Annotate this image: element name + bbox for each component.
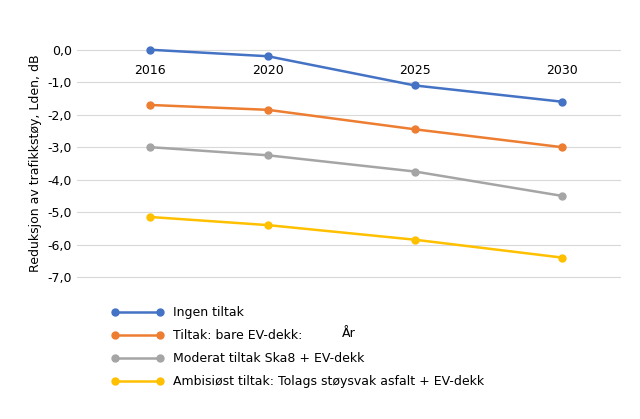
Ingen tiltak [558,99,566,104]
Ambisiøst tiltak: Tolags støysvak asfalt + EV-dekk: (2.02e+03, -5.15): Tolags støysvak asfalt + EV-dekk: (2.02e… [147,215,154,220]
Text: Tiltak: bare EV-dekk:: Tiltak: bare EV-dekk: [173,328,302,342]
Line: Moderat tiltak Ska8 + EV-dekk: Moderat tiltak Ska8 + EV-dekk [147,144,566,199]
Y-axis label: Reduksjon av trafikkstøy, Lden, dB: Reduksjon av trafikkstøy, Lden, dB [29,54,42,272]
Ingen tiltak [147,47,154,52]
Moderat tiltak Ska8 + EV-dekk [411,169,419,174]
Moderat tiltak Ska8 + EV-dekk [264,153,272,158]
Tiltak: bare EV-dekk:: (2.02e+03, -2.45): bare EV-dekk:: (2.02e+03, -2.45) [411,127,419,132]
Text: 2020: 2020 [252,65,284,78]
Tiltak: bare EV-dekk:: (2.02e+03, -1.7): bare EV-dekk:: (2.02e+03, -1.7) [147,103,154,108]
Text: År: År [342,327,356,340]
Ambisiøst tiltak: Tolags støysvak asfalt + EV-dekk: (2.03e+03, -6.4): Tolags støysvak asfalt + EV-dekk: (2.03e… [558,255,566,260]
Line: Ambisiøst tiltak: Tolags støysvak asfalt + EV-dekk: Ambisiøst tiltak: Tolags støysvak asfalt… [147,214,566,261]
Ambisiøst tiltak: Tolags støysvak asfalt + EV-dekk: (2.02e+03, -5.4): Tolags støysvak asfalt + EV-dekk: (2.02e… [264,222,272,228]
Moderat tiltak Ska8 + EV-dekk [558,194,566,199]
Line: Ingen tiltak: Ingen tiltak [147,46,566,105]
Ingen tiltak [411,83,419,88]
Line: Tiltak: bare EV-dekk:: Tiltak: bare EV-dekk: [147,101,566,151]
Ambisiøst tiltak: Tolags støysvak asfalt + EV-dekk: (2.02e+03, -5.85): Tolags støysvak asfalt + EV-dekk: (2.02e… [411,237,419,242]
Text: Ingen tiltak: Ingen tiltak [173,305,244,319]
Text: 2025: 2025 [399,65,431,78]
Text: 2030: 2030 [546,65,578,78]
Text: Moderat tiltak Ska8 + EV-dekk: Moderat tiltak Ska8 + EV-dekk [173,352,364,365]
Text: 2016: 2016 [134,65,166,78]
Tiltak: bare EV-dekk:: (2.02e+03, -1.85): bare EV-dekk:: (2.02e+03, -1.85) [264,107,272,112]
Text: Ambisiøst tiltak: Tolags støysvak asfalt + EV-dekk: Ambisiøst tiltak: Tolags støysvak asfalt… [173,375,484,388]
Ingen tiltak [264,54,272,59]
Moderat tiltak Ska8 + EV-dekk [147,145,154,150]
Tiltak: bare EV-dekk:: (2.03e+03, -3): bare EV-dekk:: (2.03e+03, -3) [558,145,566,150]
